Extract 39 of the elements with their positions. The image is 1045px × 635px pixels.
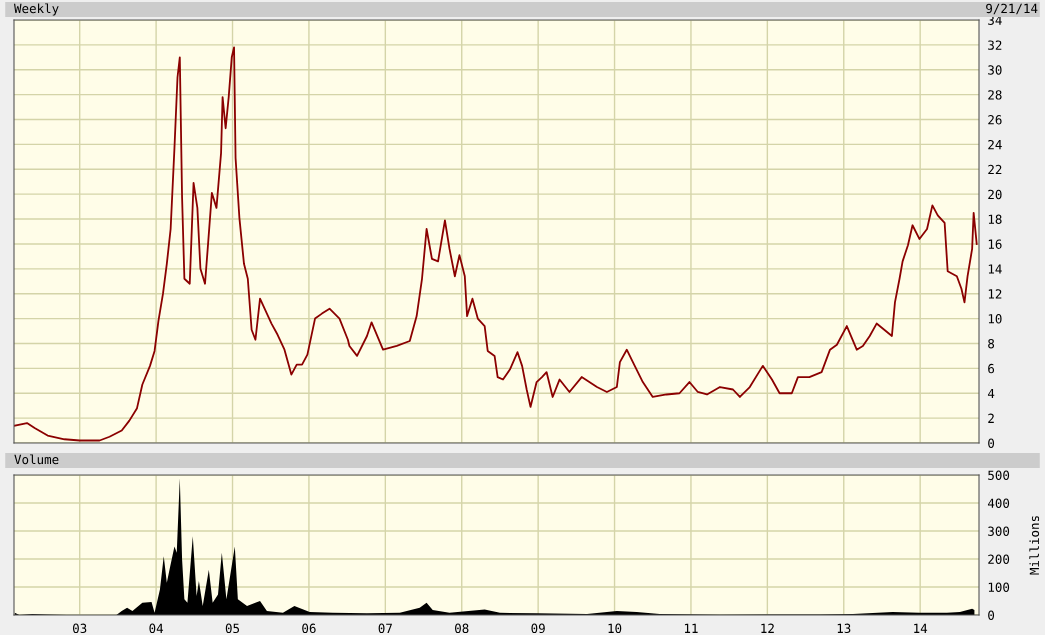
y-tick-label: 100 [988, 582, 1010, 592]
x-tick-label: 12 [761, 623, 774, 633]
x-tick-label: 08 [455, 623, 469, 634]
x-tick-label: 05 [225, 623, 240, 634]
y-tick-label: 12 [988, 289, 1002, 299]
x-tick-label: 07 [378, 623, 392, 634]
y-tick-label: 10 [988, 314, 1002, 324]
text: 9/21/14 [986, 3, 1038, 15]
x-tick-label: 04 [149, 623, 164, 634]
x-tick-label: 10 [608, 623, 622, 634]
x-tick-label: 03 [73, 623, 87, 634]
y-tick-label: 0 [988, 438, 995, 448]
y-tick-label: 300 [988, 526, 1010, 536]
x-tick-label: 11 [684, 623, 698, 633]
y-tick-label: 4 [987, 388, 995, 399]
y-tick-label: 200 [988, 554, 1010, 564]
y-tick-label: 22 [988, 164, 1002, 175]
x-tick-label: 14 [914, 623, 928, 633]
y-tick-label: 24 [988, 139, 1002, 150]
y-tick-label: 500 [988, 470, 1010, 480]
x-tick-label: 06 [302, 623, 316, 634]
y-tick-label: 0 [988, 610, 995, 620]
y-tick-label: 16 [988, 239, 1002, 249]
y-axis-title: Millions [1029, 516, 1040, 575]
y-tick-label: 400 [987, 498, 1010, 508]
y-tick-label: 14 [988, 264, 1002, 274]
y-tick-label: 26 [988, 115, 1002, 125]
y-tick-label: 18 [988, 214, 1002, 225]
y-tick-label: 8 [988, 338, 995, 349]
y-tick-label: 30 [988, 65, 1002, 75]
x-tick-label: 13 [837, 623, 851, 634]
chart-title: Weekly [14, 3, 59, 16]
y-tick-label: 32 [988, 40, 1002, 50]
x-tick-label: 09 [531, 623, 545, 634]
y-tick-label: 6 [988, 363, 995, 374]
y-tick-label: 2 [988, 413, 994, 423]
chart-title: Volume [14, 454, 59, 465]
y-tick-label: 20 [988, 189, 1002, 200]
y-tick-label: 28 [988, 90, 1002, 100]
